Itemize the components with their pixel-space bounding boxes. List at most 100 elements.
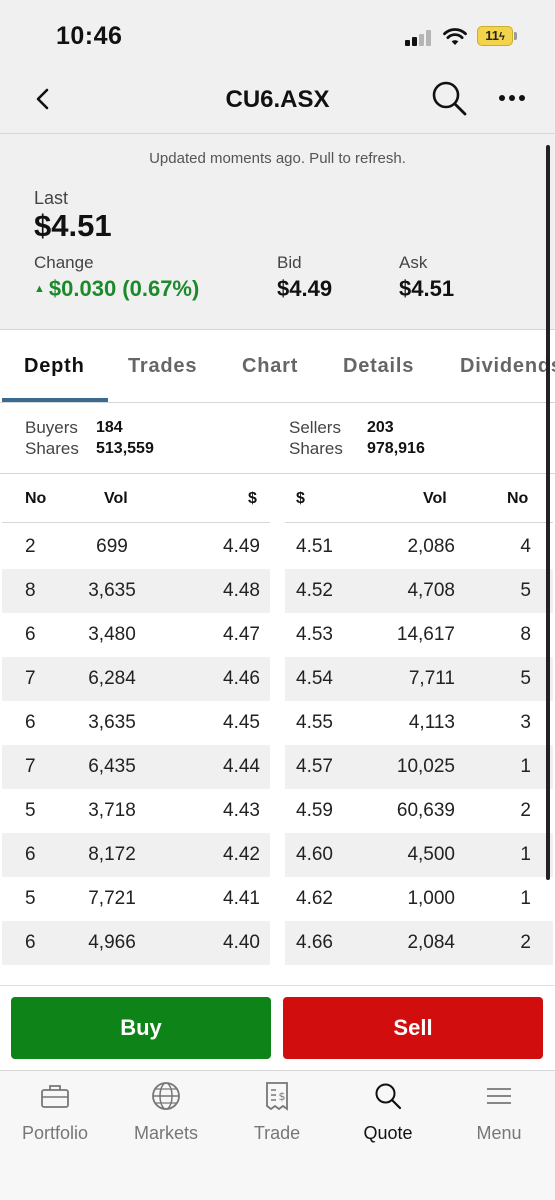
tab-trades[interactable]: Trades: [128, 355, 198, 377]
sell-order-row[interactable]: 4.54 7,711 5: [285, 657, 553, 701]
nav-quote[interactable]: Quote: [333, 1079, 443, 1149]
sell-order-count: 1: [520, 756, 531, 777]
sell-order-row[interactable]: 4.52 4,708 5: [285, 569, 553, 613]
sell-order-price: 4.55: [296, 712, 333, 733]
sell-order-row[interactable]: 4.60 4,500 1: [285, 833, 553, 877]
buy-header-price[interactable]: $: [248, 490, 257, 507]
sell-order-price: 4.54: [296, 668, 333, 689]
bottom-navigation: Portfolio Markets $ Trade Quote: [0, 1071, 555, 1200]
depth-summary: Buyers 184 Shares 513,559 Sellers 203 Sh…: [0, 404, 555, 474]
sell-order-count: 1: [520, 844, 531, 865]
nav-menu[interactable]: Menu: [444, 1079, 554, 1149]
back-button-icon[interactable]: [28, 84, 58, 114]
seller-shares-value: 978,916: [367, 440, 425, 457]
battery-level: 11: [485, 28, 499, 43]
buyer-shares-value: 513,559: [96, 440, 154, 457]
sell-header-divider: [285, 522, 553, 523]
seller-shares-label: Shares: [289, 439, 343, 458]
buy-header-vol[interactable]: Vol: [104, 490, 128, 507]
buy-order-volume: 699: [96, 536, 128, 557]
sell-header-price[interactable]: $: [296, 490, 305, 507]
sell-order-volume: 2,084: [407, 932, 455, 953]
sell-order-volume: 4,500: [407, 844, 455, 865]
nav-markets[interactable]: Markets: [111, 1079, 221, 1149]
more-options-icon[interactable]: [496, 86, 528, 110]
buy-order-row[interactable]: 7 6,284 4.46: [2, 657, 270, 701]
sell-order-row[interactable]: 4.53 14,617 8: [285, 613, 553, 657]
buyer-shares-label: Shares: [25, 439, 79, 458]
buy-order-price: 4.49: [223, 536, 260, 557]
buy-order-row[interactable]: 5 3,718 4.43: [2, 789, 270, 833]
tab-depth[interactable]: Depth: [24, 355, 85, 377]
nav-trade[interactable]: $ Trade: [222, 1079, 332, 1149]
buy-order-count: 5: [25, 888, 36, 909]
buy-button[interactable]: Buy: [11, 997, 271, 1059]
sell-order-count: 2: [520, 932, 531, 953]
buy-order-row[interactable]: 8 3,635 4.48: [2, 569, 270, 613]
search-icon[interactable]: [428, 78, 470, 120]
sell-order-row[interactable]: 4.59 60,639 2: [285, 789, 553, 833]
bid-label: Bid: [277, 253, 302, 272]
sell-header-vol[interactable]: Vol: [423, 490, 447, 507]
svg-text:$: $: [279, 1090, 286, 1103]
sell-order-volume: 4,113: [408, 712, 455, 733]
sell-order-row[interactable]: 4.55 4,113 3: [285, 701, 553, 745]
sell-order-row[interactable]: 4.51 2,086 4: [285, 525, 553, 569]
buy-order-row[interactable]: 6 3,480 4.47: [2, 613, 270, 657]
tab-dividends[interactable]: Dividends: [460, 355, 555, 377]
buy-order-price: 4.45: [223, 712, 260, 733]
buy-order-price: 4.47: [223, 624, 260, 645]
sell-order-price: 4.59: [296, 800, 333, 821]
sell-order-row[interactable]: 4.66 2,084 2: [285, 921, 553, 965]
wifi-icon: [443, 28, 467, 45]
buy-order-volume: 3,635: [88, 712, 136, 733]
buy-order-price: 4.40: [223, 932, 260, 953]
last-price: $4.51: [34, 208, 112, 243]
buy-order-count: 6: [25, 932, 36, 953]
sell-order-volume: 10,025: [396, 756, 455, 777]
nav-menu-label: Menu: [476, 1123, 522, 1143]
nav-portfolio[interactable]: Portfolio: [0, 1079, 110, 1149]
sell-button[interactable]: Sell: [283, 997, 543, 1059]
buy-order-count: 7: [25, 756, 36, 777]
nav-markets-label: Markets: [133, 1123, 198, 1143]
buy-order-price: 4.48: [223, 580, 260, 601]
globe-icon: [152, 1082, 180, 1110]
buy-order-row[interactable]: 6 4,966 4.40: [2, 921, 270, 965]
sell-order-count: 3: [520, 712, 531, 733]
sell-header-no[interactable]: No: [507, 490, 529, 507]
sell-order-volume: 4,708: [407, 580, 455, 601]
ask-label: Ask: [399, 253, 428, 272]
sellers-label: Sellers: [289, 418, 341, 437]
nav-portfolio-label: Portfolio: [21, 1123, 89, 1143]
scrollbar[interactable]: [546, 145, 550, 880]
buy-header-no[interactable]: No: [25, 490, 47, 507]
buy-order-row[interactable]: 6 3,635 4.45: [2, 701, 270, 745]
last-label: Last: [34, 188, 69, 208]
buy-order-volume: 3,480: [88, 624, 136, 645]
nav-quote-label: Quote: [363, 1123, 413, 1143]
buy-order-row[interactable]: 5 7,721 4.41: [2, 877, 270, 921]
status-bar: 10:46 11ϟ: [0, 0, 555, 70]
sell-order-count: 2: [520, 800, 531, 821]
buy-order-volume: 7,721: [88, 888, 136, 909]
tab-chart[interactable]: Chart: [242, 355, 299, 377]
page-title: CU6.ASX: [225, 86, 330, 113]
tab-details[interactable]: Details: [343, 355, 415, 377]
sell-order-volume: 1,000: [407, 888, 455, 909]
sell-order-price: 4.60: [296, 844, 333, 865]
trade-actions: Buy Sell: [0, 985, 555, 1071]
sell-order-row[interactable]: 4.62 1,000 1: [285, 877, 553, 921]
search-icon: [375, 1083, 402, 1110]
buy-order-count: 6: [25, 712, 36, 733]
sell-order-row[interactable]: 4.57 10,025 1: [285, 745, 553, 789]
up-arrow-icon: ▲: [34, 283, 45, 295]
buy-order-row[interactable]: 7 6,435 4.44: [2, 745, 270, 789]
nav-bar: CU6.ASX: [0, 70, 555, 134]
buy-order-count: 7: [25, 668, 36, 689]
buy-order-row[interactable]: 6 8,172 4.42: [2, 833, 270, 877]
change-value-wrapper: ▲ $0.030 (0.67%): [34, 276, 199, 302]
buy-order-row[interactable]: 2 699 4.49: [2, 525, 270, 569]
charging-bolt: ϟ: [498, 31, 505, 43]
buy-order-count: 5: [25, 800, 36, 821]
